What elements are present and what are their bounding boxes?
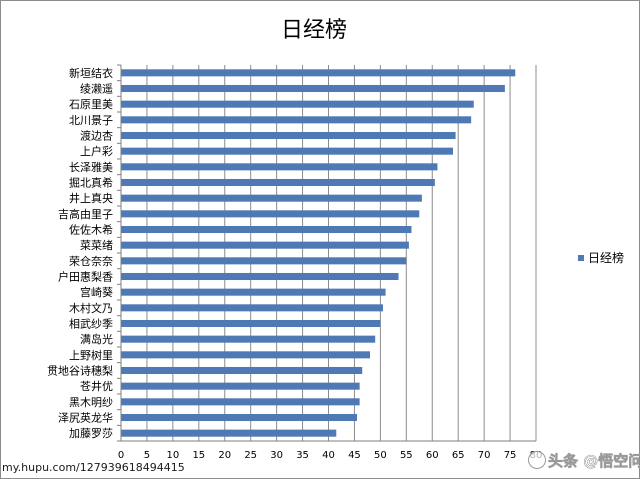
- category-label: 黑木明纱: [69, 396, 113, 409]
- watermark-url: my.hupu.com/127939618494415: [2, 461, 185, 474]
- bar: [121, 413, 358, 422]
- brand-logo-icon: [528, 451, 546, 469]
- x-tick-label: 10: [167, 450, 180, 461]
- bar: [121, 147, 453, 155]
- gridlines: [146, 65, 537, 441]
- category-label: 荣仓奈奈: [69, 254, 113, 268]
- category-label: 木村文乃: [69, 301, 113, 315]
- x-tick-label: 15: [192, 450, 205, 461]
- bar: [121, 69, 516, 77]
- bar: [121, 335, 376, 343]
- bar: [121, 398, 360, 406]
- x-tick-label: 70: [478, 450, 491, 461]
- x-tick-label: 65: [452, 450, 465, 461]
- bar: [121, 288, 386, 296]
- category-label: 菜菜绪: [80, 238, 113, 252]
- category-label: 掘北真希: [69, 176, 113, 190]
- bar: [121, 131, 456, 140]
- category-label: 满岛光: [80, 332, 113, 346]
- bar: [121, 100, 474, 108]
- category-label: 北川景子: [69, 114, 113, 127]
- x-tick-label: 40: [322, 450, 335, 461]
- category-label: 上野树里: [69, 348, 113, 362]
- category-label: 渡边杏: [80, 129, 113, 143]
- chart-title: 日经榜: [281, 18, 347, 43]
- bar: [121, 429, 337, 437]
- category-labels: 新垣结衣绫濑遥石原里美北川景子渡边杏上户彩长泽雅美掘北真希井上真央吉高由里子佐佐…: [47, 66, 113, 440]
- bar: [121, 194, 422, 202]
- x-tick-label: 5: [144, 450, 150, 461]
- bar: [121, 382, 360, 390]
- legend: 日经榜: [578, 250, 624, 265]
- bar: [121, 241, 409, 249]
- category-label: 绫濑遥: [80, 83, 113, 96]
- category-label: 石原里美: [69, 98, 113, 111]
- x-tick-labels: 05101520253035404550556065707580: [118, 450, 543, 461]
- x-tick-label: 60: [426, 450, 439, 461]
- category-label: 宫崎葵: [80, 285, 113, 299]
- category-label: 佐佐木希: [69, 223, 113, 237]
- bar: [121, 225, 412, 234]
- category-label: 长泽雅美: [69, 160, 113, 174]
- bar: [121, 163, 438, 171]
- category-label: 户田惠梨香: [58, 270, 113, 284]
- category-label: 相武纱季: [69, 318, 113, 331]
- watermark-brand: 头条 @悟空问答: [528, 447, 640, 473]
- bar: [121, 304, 383, 312]
- category-label: 苍井优: [80, 379, 113, 393]
- x-tick-label: 0: [118, 450, 124, 461]
- bar: [121, 210, 420, 218]
- bar: [121, 116, 472, 124]
- bar: [121, 319, 381, 328]
- x-tick-label: 20: [218, 450, 231, 461]
- x-tick-label: 25: [244, 450, 257, 461]
- category-label: 泽尻英龙华: [58, 411, 113, 425]
- category-label: 上户彩: [80, 144, 113, 158]
- x-tick-label: 50: [374, 450, 387, 461]
- bar: [121, 366, 363, 375]
- category-label: 新垣结衣: [69, 66, 113, 80]
- x-tick-label: 35: [296, 450, 309, 461]
- x-tick-label: 30: [270, 450, 283, 461]
- legend-label: 日经榜: [588, 250, 624, 265]
- legend-swatch: [578, 255, 584, 261]
- watermark-brand-text: 头条 @悟空问答: [548, 452, 640, 471]
- x-tick-label: 55: [400, 450, 413, 461]
- category-label: 井上真央: [69, 191, 113, 205]
- x-tick-label: 45: [348, 450, 361, 461]
- axes: [117, 64, 536, 442]
- bars: [121, 69, 516, 437]
- bar: [121, 272, 399, 281]
- category-label: 吉高由里子: [58, 207, 113, 221]
- x-tick-label: 75: [504, 450, 517, 461]
- bar: [121, 351, 370, 359]
- bar: [121, 257, 407, 265]
- category-label: 贯地谷诗穗梨: [47, 364, 113, 378]
- bar: [121, 178, 435, 187]
- category-label: 加藤罗莎: [69, 426, 113, 440]
- bar: [121, 84, 505, 93]
